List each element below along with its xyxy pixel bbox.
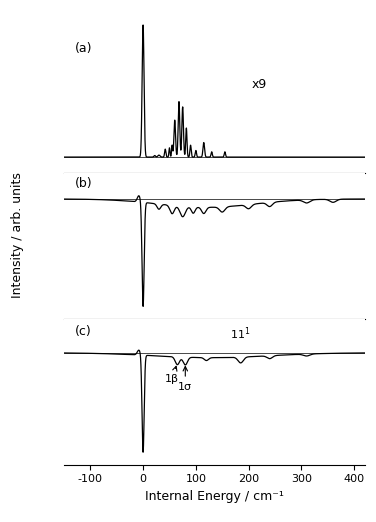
Text: x9: x9 — [251, 78, 267, 91]
X-axis label: Internal Energy / cm⁻¹: Internal Energy / cm⁻¹ — [145, 490, 284, 503]
Text: Intensity / arb. units: Intensity / arb. units — [11, 172, 24, 298]
Text: 1β: 1β — [165, 366, 179, 384]
Text: (b): (b) — [74, 177, 92, 190]
Text: 11$^1$: 11$^1$ — [230, 325, 251, 341]
Text: (a): (a) — [74, 42, 92, 55]
Text: 1σ: 1σ — [178, 366, 192, 392]
Text: (c): (c) — [74, 325, 91, 338]
